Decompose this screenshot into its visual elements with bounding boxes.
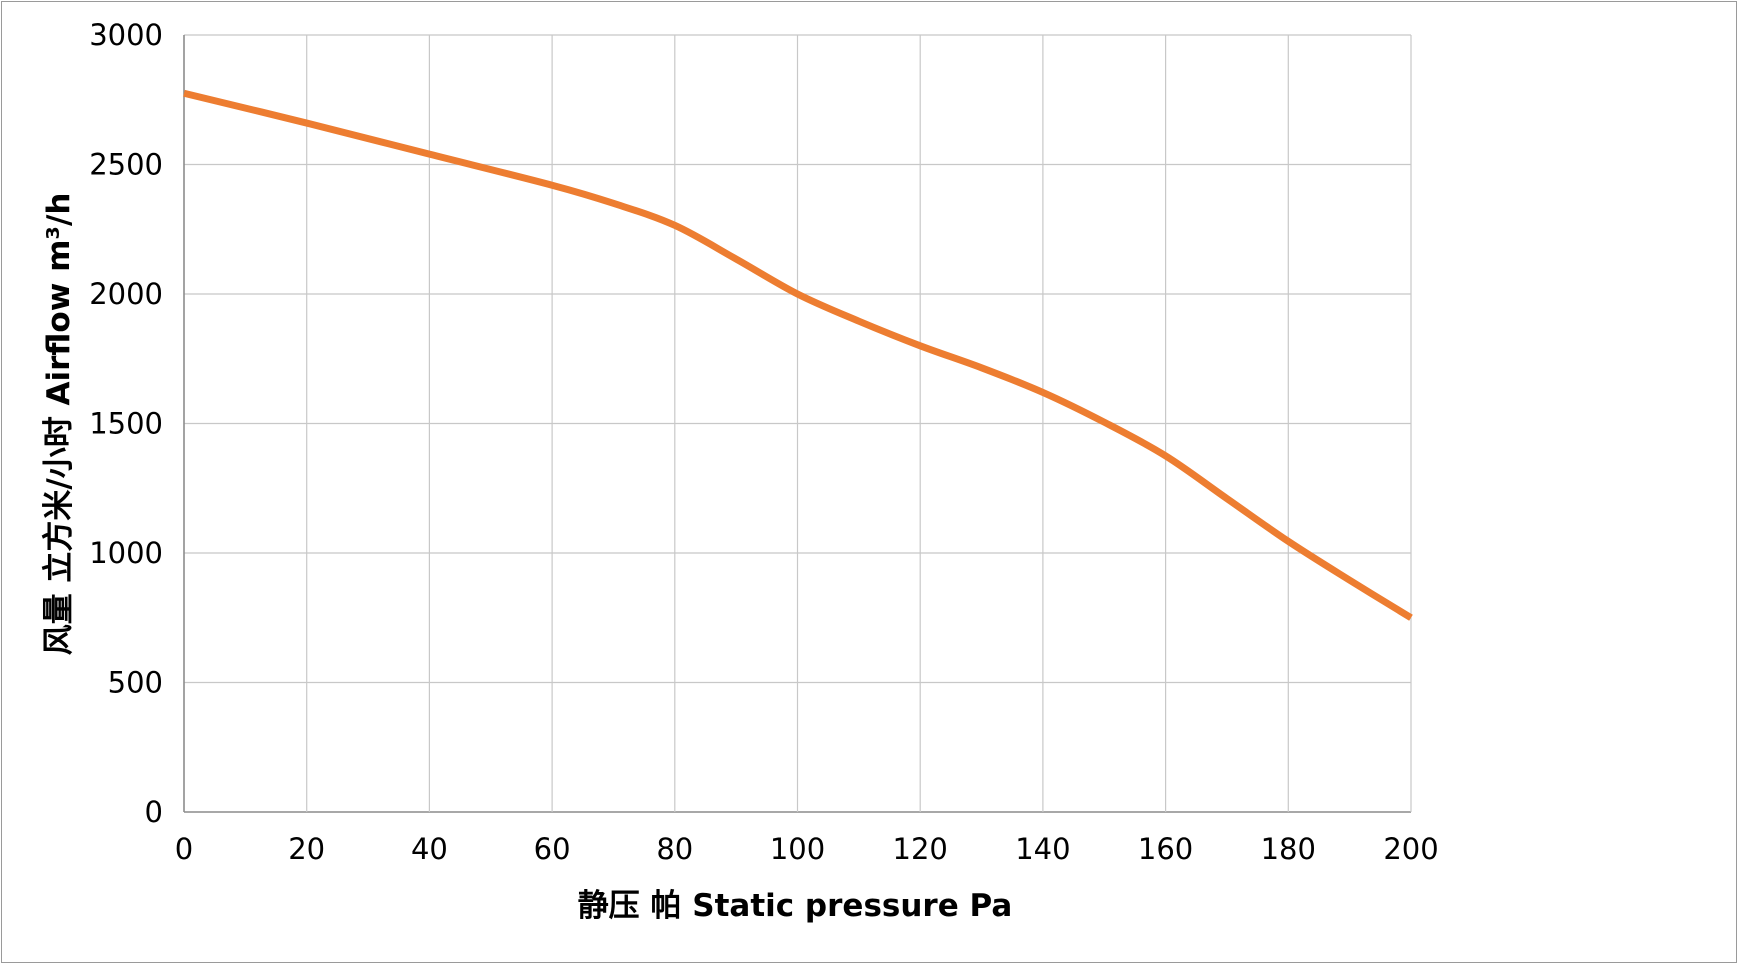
y-axis-title: 风量 立方米/小时 Airflow m³/h	[41, 193, 77, 656]
x-tick-label: 200	[1383, 832, 1438, 866]
x-tick-label: 80	[656, 832, 693, 866]
series-layer	[183, 89, 1413, 621]
x-tick-label: 160	[1138, 832, 1193, 866]
y-tick-label: 0	[145, 795, 163, 829]
y-tick-label: 1500	[89, 407, 163, 441]
x-axis-title: 静压 帕 Static pressure Pa	[578, 888, 1013, 924]
x-tick-label: 180	[1261, 832, 1316, 866]
y-tick-label: 500	[108, 666, 163, 700]
y-tick-label: 2000	[89, 277, 163, 311]
x-tick-label: 140	[1015, 832, 1070, 866]
x-tick-label: 120	[893, 832, 948, 866]
y-tick-label: 1000	[89, 536, 163, 570]
y-tick-label: 3000	[89, 18, 163, 52]
x-tick-label: 20	[288, 832, 325, 866]
x-tick-label: 100	[770, 832, 825, 866]
x-tick-label: 40	[411, 832, 448, 866]
grid-lines	[183, 34, 1412, 813]
airflow-series-line	[183, 89, 1413, 621]
y-tick-label: 2500	[89, 148, 163, 182]
x-tick-label: 60	[534, 832, 571, 866]
tick-labels: 0 500 1000 1500 2000 2500 3000 0 20 40 60 80 100 120 1…	[89, 18, 1438, 866]
x-tick-label: 0	[175, 832, 193, 866]
